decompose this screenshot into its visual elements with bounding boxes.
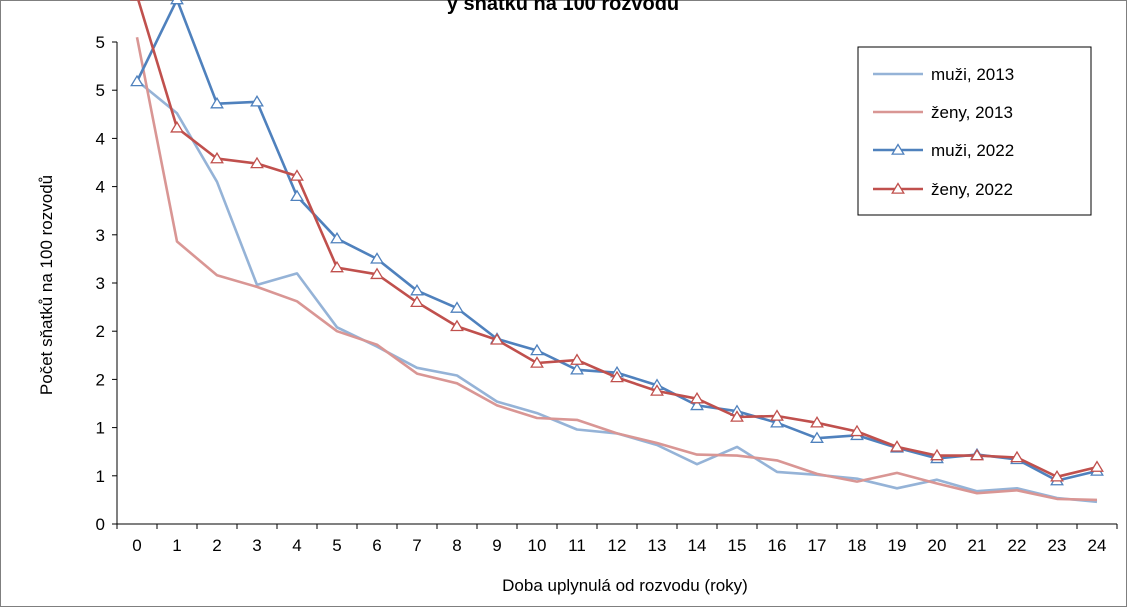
data-point xyxy=(1090,460,1104,472)
x-tick-label: 15 xyxy=(728,536,747,555)
data-point xyxy=(290,169,304,181)
data-point xyxy=(330,260,344,273)
series-line xyxy=(135,36,1098,502)
legend-label: ženy, 2013 xyxy=(931,103,1013,122)
y-axis-title: Počet sňatků na 100 rozvodů xyxy=(37,175,56,395)
x-tick-label: 11 xyxy=(568,536,586,555)
data-point xyxy=(210,96,224,109)
data-point xyxy=(690,398,704,411)
data-point xyxy=(330,231,344,244)
data-point xyxy=(650,384,664,396)
x-tick-label: 19 xyxy=(888,536,907,555)
data-point xyxy=(970,448,984,461)
data-point xyxy=(730,410,744,422)
data-point xyxy=(570,353,584,365)
data-point xyxy=(210,151,224,164)
legend: muži, 2013 ženy, 2013 muži, 2022 ženy, 2022 xyxy=(857,46,1092,216)
data-point xyxy=(450,301,464,313)
data-point xyxy=(490,333,504,345)
data-point xyxy=(530,343,544,356)
y-tick-label: 5 xyxy=(96,33,105,52)
legend-label: muži, 2022 xyxy=(931,141,1014,160)
data-point xyxy=(930,448,944,461)
x-tick-label: 13 xyxy=(648,536,667,555)
x-tick-label: 4 xyxy=(292,536,301,555)
x-tick-label: 7 xyxy=(412,536,421,555)
data-point xyxy=(450,319,464,332)
data-point xyxy=(410,295,424,308)
data-point xyxy=(410,283,424,296)
data-point xyxy=(290,189,304,202)
x-tick-label: 5 xyxy=(332,536,341,555)
data-point xyxy=(250,156,264,169)
x-tick-label: 3 xyxy=(252,536,261,555)
y-tick-label: 5 xyxy=(96,81,105,100)
data-point xyxy=(370,252,384,264)
legend-label: muži, 2013 xyxy=(931,65,1014,84)
x-axis-title: Doba uplynulá od rozvodu (roky) xyxy=(502,576,748,595)
y-tick-label: 0 xyxy=(96,515,105,534)
x-tick-label: 16 xyxy=(768,536,787,555)
x-tick-label: 9 xyxy=(492,536,501,555)
x-tick-label: 0 xyxy=(132,536,141,555)
data-point xyxy=(250,95,264,107)
y-tick-label: 4 xyxy=(96,129,105,148)
series-eny-2022 xyxy=(130,0,1104,482)
x-tick-label: 22 xyxy=(1008,536,1027,555)
y-tick-label: 1 xyxy=(96,467,105,486)
x-tick-label: 18 xyxy=(848,536,867,555)
y-tick-label: 2 xyxy=(96,322,105,341)
series-eny-2013 xyxy=(135,36,1098,502)
data-point xyxy=(530,356,544,368)
x-tick-label: 2 xyxy=(212,536,221,555)
data-point xyxy=(1050,470,1064,482)
x-tick-label: 1 xyxy=(172,536,181,555)
data-point xyxy=(370,267,384,280)
y-tick-label: 2 xyxy=(96,370,105,389)
data-point xyxy=(770,416,784,428)
y-tick-label: 3 xyxy=(96,226,105,245)
data-point xyxy=(130,74,144,87)
x-tick-label: 20 xyxy=(928,536,947,555)
data-point xyxy=(1010,450,1024,463)
plot-area xyxy=(130,0,1104,504)
y-tick-label: 3 xyxy=(96,274,105,293)
data-point xyxy=(890,440,904,452)
x-tick-label: 6 xyxy=(372,536,381,555)
data-point xyxy=(570,362,584,375)
x-tick-label: 21 xyxy=(968,536,987,555)
x-tick-label: 8 xyxy=(452,536,461,555)
data-point xyxy=(690,391,704,404)
x-tick-label: 17 xyxy=(808,536,827,555)
legend-marker xyxy=(891,182,905,194)
x-tick-label: 14 xyxy=(688,536,707,555)
x-tick-label: 24 xyxy=(1088,536,1107,555)
legend-label: ženy, 2022 xyxy=(931,180,1013,199)
chart-title: y sňatků na 100 rozvodů xyxy=(447,0,679,15)
y-tick-label: 1 xyxy=(96,419,105,438)
data-point xyxy=(170,0,184,5)
data-point xyxy=(610,370,624,383)
data-point xyxy=(850,424,864,437)
data-point xyxy=(810,431,824,443)
x-tick-label: 12 xyxy=(608,536,627,555)
data-point xyxy=(770,409,784,421)
data-point xyxy=(170,121,184,133)
y-tick-label: 4 xyxy=(96,178,105,197)
x-tick-label: 23 xyxy=(1048,536,1067,555)
x-tick-label: 10 xyxy=(528,536,547,555)
data-point xyxy=(810,416,824,428)
legend-marker xyxy=(891,143,905,155)
